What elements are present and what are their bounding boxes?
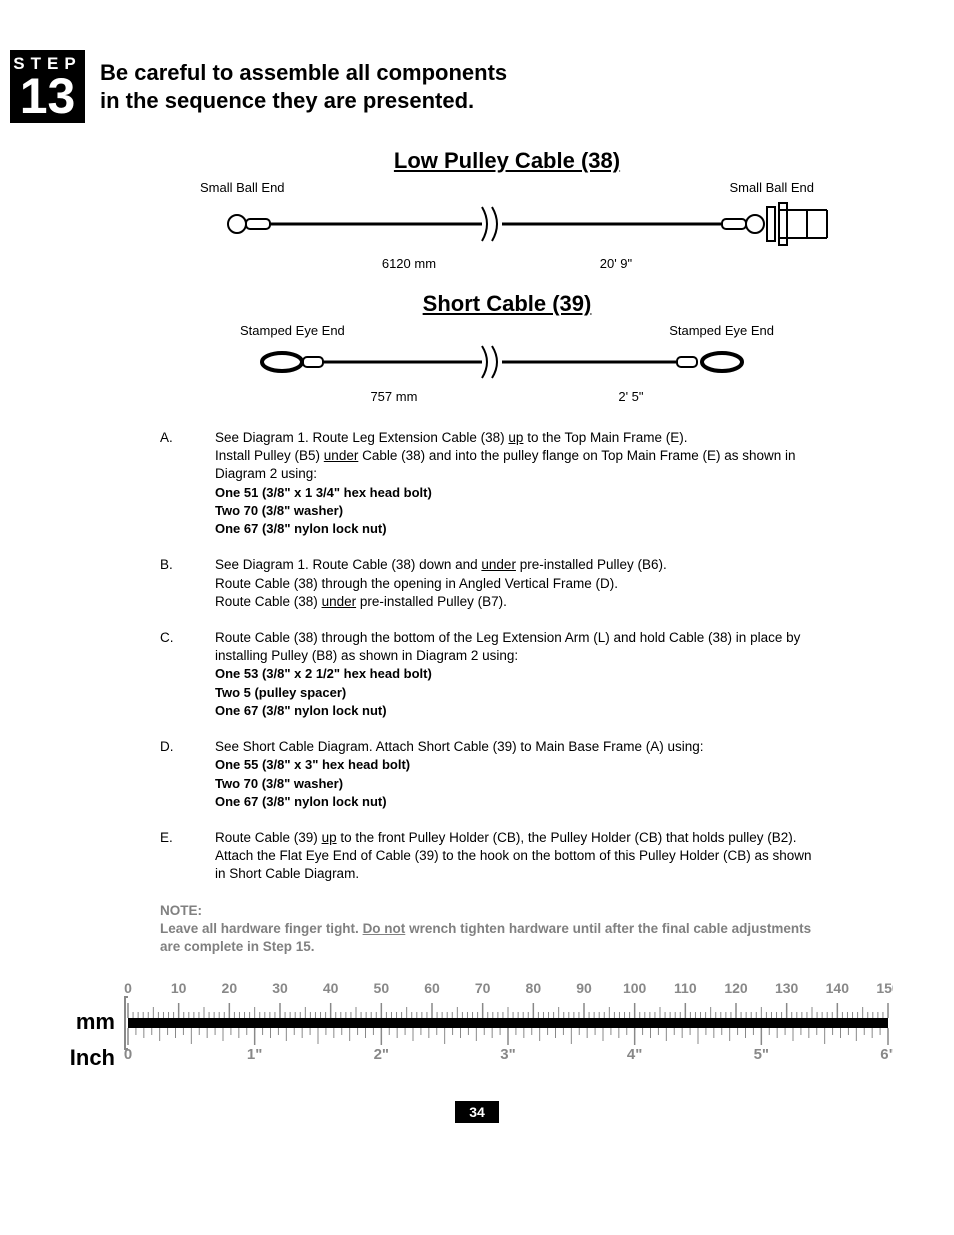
ruler-svg: 0 10 20 30 40 50 60 70 80 90 100 110 120 130 140 150 0 1"…: [123, 981, 893, 1063]
svg-text:100: 100: [623, 981, 647, 996]
svg-text:40: 40: [323, 981, 339, 996]
step-box: STEP 13: [10, 50, 85, 123]
ruler: mm 0 10 20 30 40 50 60 70 80 90 100 110 120 130 140 150…: [60, 981, 894, 1071]
instruction-e: E. Route Cable (39) up to the front Pull…: [160, 829, 824, 884]
cable2-meas-mm: 757 mm: [370, 389, 417, 404]
svg-text:50: 50: [374, 981, 390, 996]
cable2-end-right: Stamped Eye End: [669, 323, 774, 338]
svg-text:140: 140: [826, 981, 850, 996]
svg-text:5": 5": [754, 1046, 769, 1063]
svg-text:60: 60: [424, 981, 440, 996]
svg-text:0: 0: [124, 1046, 132, 1063]
svg-text:6": 6": [880, 1046, 893, 1063]
cable1-meas-imp: 20' 9": [600, 256, 632, 271]
cable2-meas-imp: 2' 5": [618, 389, 643, 404]
svg-text:1": 1": [247, 1046, 262, 1063]
svg-text:2": 2": [374, 1046, 389, 1063]
svg-text:150: 150: [876, 981, 893, 996]
instruction-b: B. See Diagram 1. Route Cable (38) down …: [160, 556, 824, 611]
svg-text:30: 30: [272, 981, 288, 996]
svg-text:130: 130: [775, 981, 799, 996]
instruction-a: A. See Diagram 1. Route Leg Extension Ca…: [160, 429, 824, 538]
instruction-d: D. See Short Cable Diagram. Attach Short…: [160, 738, 824, 811]
svg-text:10: 10: [171, 981, 187, 996]
instruction-c: C. Route Cable (38) through the bottom o…: [160, 629, 824, 720]
svg-text:110: 110: [674, 981, 697, 996]
svg-text:90: 90: [576, 981, 592, 996]
cable2-diagram: Short Cable (39) Stamped Eye End Stamped…: [120, 291, 894, 404]
instructions: A. See Diagram 1. Route Leg Extension Ca…: [160, 429, 824, 884]
svg-text:80: 80: [526, 981, 542, 996]
cable2-svg: [227, 340, 787, 385]
svg-text:20: 20: [222, 981, 238, 996]
svg-text:0: 0: [124, 981, 132, 996]
step-number: 13: [10, 74, 85, 119]
cable1-meas-mm: 6120 mm: [382, 256, 436, 271]
ruler-inch-label: Inch: [60, 1045, 115, 1071]
svg-text:70: 70: [475, 981, 491, 996]
step-title: Be careful to assemble all components in…: [100, 59, 507, 114]
cable1-end-right: Small Ball End: [729, 180, 814, 195]
step-header: STEP 13 Be careful to assemble all compo…: [10, 50, 894, 123]
cable1-svg: [167, 197, 847, 252]
cable2-title: Short Cable (39): [120, 291, 894, 317]
svg-text:120: 120: [724, 981, 748, 996]
cable1-title: Low Pulley Cable (38): [120, 148, 894, 174]
cable1-diagram: Low Pulley Cable (38) Small Ball End Sma…: [120, 148, 894, 271]
svg-text:3": 3": [500, 1046, 515, 1063]
note: NOTE: Leave all hardware finger tight. D…: [160, 902, 824, 957]
page-number: 34: [455, 1101, 499, 1123]
cable1-end-left: Small Ball End: [200, 180, 285, 195]
cable2-end-left: Stamped Eye End: [240, 323, 345, 338]
svg-text:4": 4": [627, 1046, 642, 1063]
ruler-mm-label: mm: [60, 1009, 115, 1035]
